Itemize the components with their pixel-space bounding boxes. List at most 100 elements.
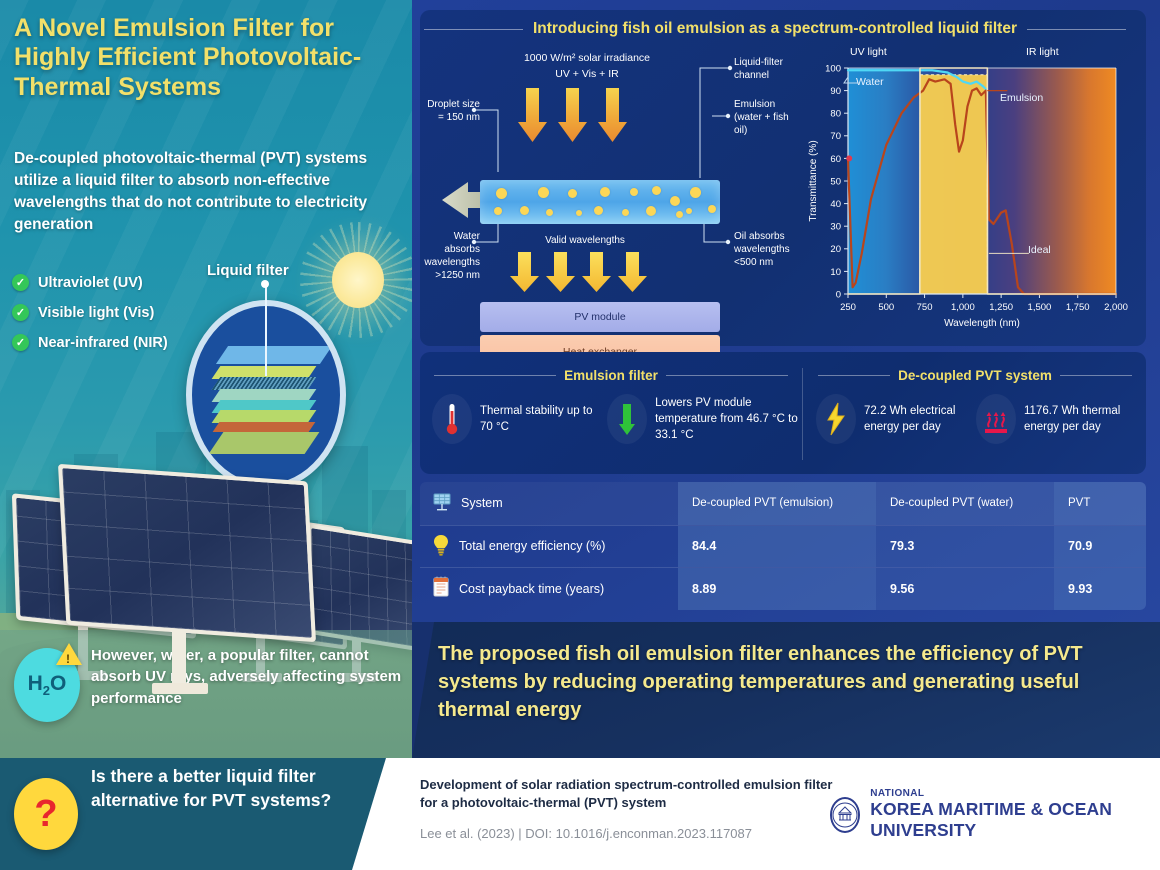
page-title: A Novel Emulsion Filter for Highly Effic…	[14, 14, 362, 101]
svg-text:10: 10	[830, 267, 841, 278]
svg-text:Transmittance (%): Transmittance (%)	[808, 140, 819, 221]
checklist-label: Ultraviolet (UV)	[38, 274, 143, 291]
main-content-panel: Introducing fish oil emulsion as a spect…	[412, 0, 1160, 622]
stat-text: Lowers PV module temperature from 46.7 °…	[655, 396, 798, 442]
svg-text:Wavelength (nm): Wavelength (nm)	[944, 318, 1020, 329]
svg-text:500: 500	[878, 302, 894, 313]
list-item: ✓ Ultraviolet (UV)	[12, 274, 272, 291]
emulsion-filter-group: Emulsion filter Thermal stability up to …	[420, 360, 802, 466]
svg-text:90: 90	[830, 86, 841, 97]
takeaway-text: The proposed fish oil emulsion filter en…	[438, 643, 1083, 721]
table-row-label-cell: Cost payback time (years)	[420, 568, 678, 610]
footer: Development of solar radiation spectrum-…	[352, 758, 1160, 870]
paper-citation[interactable]: Lee et al. (2023) | DOI: 10.1016/j.encon…	[420, 826, 752, 841]
svg-text:70: 70	[830, 131, 841, 142]
key-results-strip: Emulsion filter Thermal stability up to …	[420, 352, 1146, 474]
question-text: Is there a better liquid filter alternat…	[91, 766, 332, 811]
table-cell: 84.4	[678, 525, 876, 568]
liquid-filter-channel	[480, 180, 720, 224]
check-icon: ✓	[12, 274, 29, 291]
sun-icon	[332, 252, 384, 308]
question-mark-icon: ?	[14, 778, 78, 850]
group-header: Emulsion filter	[420, 360, 802, 390]
table-header-cell: De-coupled PVT (emulsion)	[678, 482, 876, 525]
check-icon: ✓	[12, 334, 29, 351]
chart-svg: 0 10 20 30 40 50 60 70 80 90 100 250 500 750 1,000 1,25…	[808, 63, 1128, 329]
emulsion-series-label: Emulsion	[1000, 92, 1044, 104]
liquid-filter-label: Liquid filter	[207, 262, 289, 279]
divider-line	[434, 374, 557, 376]
stat-item: Thermal stability up to 70 °C	[432, 394, 603, 444]
stat-item: 72.2 Wh electrical energy per day	[816, 394, 972, 444]
svg-text:80: 80	[830, 109, 841, 120]
stat-item: 1176.7 Wh thermal energy per day	[976, 394, 1146, 444]
question-glyph: ?	[34, 792, 58, 835]
takeaway-banner: The proposed fish oil emulsion filter en…	[412, 622, 1160, 758]
svg-text:2,000: 2,000	[1104, 302, 1128, 313]
vertical-divider	[802, 368, 803, 460]
group-title: De-coupled PVT system	[898, 367, 1052, 383]
water-series-label: Water	[856, 76, 884, 88]
divider-line	[818, 374, 891, 376]
svg-text:60: 60	[830, 154, 841, 165]
table-header-cell: PVT	[1054, 482, 1146, 525]
university-logo: NATIONAL KOREA MARITIME & OCEAN UNIVERSI…	[830, 788, 1160, 841]
table-cell: 9.56	[876, 568, 1054, 610]
emulsion-composition-label: Emulsion (water + fish oil)	[734, 99, 789, 136]
stat-text: 1176.7 Wh thermal energy per day	[1024, 404, 1121, 433]
heat-waves-icon	[976, 394, 1016, 444]
check-icon: ✓	[12, 304, 29, 321]
valid-wavelength-arrows	[510, 252, 647, 292]
table-header-row: System De-coupled PVT (emulsion) De-coup…	[420, 482, 1146, 525]
svg-text:1,250: 1,250	[989, 302, 1013, 313]
liquid-filter-channel-label: Liquid-filter channel	[734, 57, 783, 81]
table-row-label-cell: Total energy efficiency (%)	[420, 526, 678, 568]
checklist-label: Visible light (Vis)	[38, 304, 155, 321]
calendar-icon	[432, 576, 450, 601]
svg-text:1,750: 1,750	[1066, 302, 1090, 313]
checklist-label: Near-infrared (NIR)	[38, 334, 168, 351]
callout-dot	[261, 280, 269, 288]
callout-stem	[265, 284, 267, 376]
table-row: Total energy efficiency (%) 84.4 79.3 70…	[420, 524, 1146, 568]
table-cell: 79.3	[876, 525, 1054, 568]
list-item: ✓ Visible light (Vis)	[12, 304, 272, 321]
water-absorbs-label: Water absorbs wavelengths >1250 nm	[424, 231, 480, 281]
logo-line-1: NATIONAL	[870, 788, 925, 799]
svg-text:750: 750	[917, 302, 933, 313]
logo-line-2: KOREA MARITIME & OCEAN UNIVERSITY	[870, 799, 1112, 840]
ideal-series-label: Ideal	[1028, 244, 1051, 256]
solar-panel-icon	[432, 492, 452, 515]
pv-module-label: PV module	[574, 311, 626, 323]
pvt-schematic-diagram: 1000 W/m² solar irradiance UV + Vis + IR	[422, 46, 802, 369]
solar-irradiance-arrows	[518, 88, 627, 142]
svg-text:250: 250	[840, 302, 856, 313]
valid-wavelengths-label: Valid wavelengths	[545, 235, 625, 246]
oil-absorbs-label: Oil absorbs wavelengths <500 nm	[734, 231, 790, 268]
divider-line	[1059, 374, 1133, 376]
comparison-table: System De-coupled PVT (emulsion) De-coup…	[420, 482, 1146, 610]
svg-text:20: 20	[830, 244, 841, 255]
university-seal-icon	[830, 796, 861, 833]
table-header-label: System	[461, 496, 503, 511]
table-cell: 70.9	[1054, 525, 1146, 568]
svg-text:50: 50	[830, 176, 841, 187]
svg-text:40: 40	[830, 199, 841, 210]
h2o-icon-text: H2O	[27, 671, 67, 699]
water-limitation-text: However, water, a popular filter, cannot…	[91, 647, 402, 707]
table-cell: 9.93	[1054, 568, 1146, 610]
ir-light-region-label: IR light	[1026, 46, 1059, 58]
svg-text:30: 30	[830, 222, 841, 233]
wavelength-checklist: ✓ Ultraviolet (UV) ✓ Visible light (Vis)…	[12, 274, 272, 364]
stat-text: Thermal stability up to 70 °C	[480, 404, 593, 433]
transmittance-chart: UV light IR light 0 10 20 30 40 50 60 70 8	[804, 46, 1134, 336]
spectrum-label: UV + Vis + IR	[555, 68, 619, 80]
lightbulb-icon	[432, 534, 450, 559]
cell-stack-magnifier	[186, 300, 346, 490]
paper-title: Development of solar radiation spectrum-…	[420, 777, 833, 811]
table-header-cell: De-coupled PVT (water)	[876, 482, 1054, 525]
table-row-label: Total energy efficiency (%)	[459, 539, 606, 554]
droplet-size-label: Droplet size = 150 nm	[427, 99, 480, 123]
stat-text: 72.2 Wh electrical energy per day	[864, 404, 956, 433]
page-subtitle: De-coupled photovoltaic-thermal (PVT) sy…	[14, 150, 368, 233]
